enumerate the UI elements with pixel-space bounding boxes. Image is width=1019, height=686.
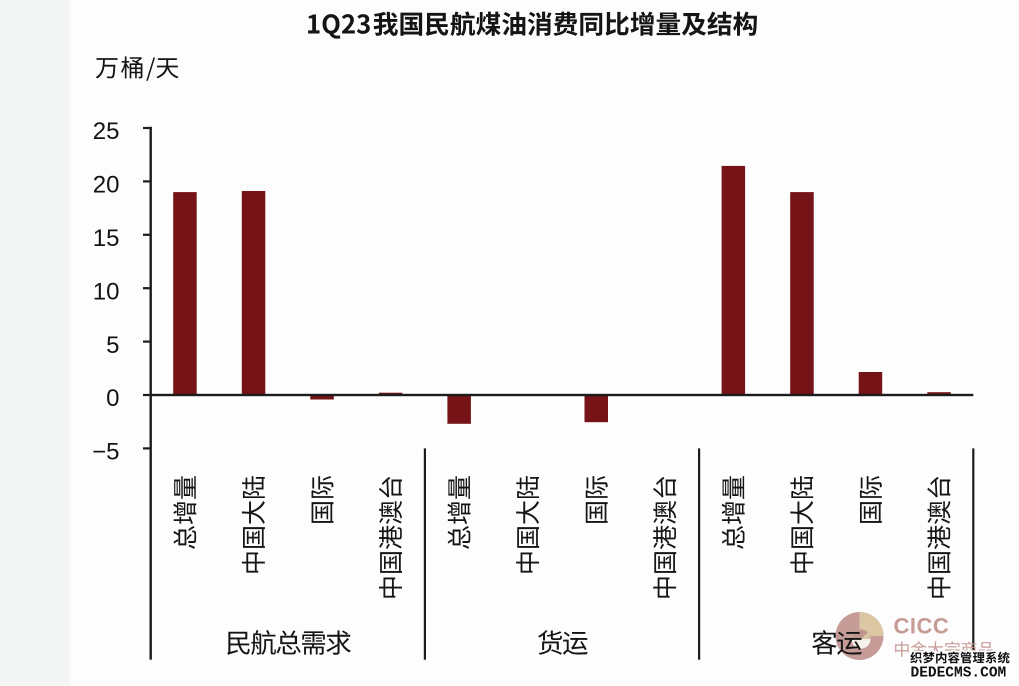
- svg-text:DEDECMS.COM: DEDECMS.COM: [911, 666, 1007, 682]
- svg-text:25: 25: [93, 118, 120, 145]
- svg-text:20: 20: [93, 172, 120, 199]
- svg-text:5: 5: [106, 332, 119, 359]
- svg-text:0: 0: [106, 385, 119, 412]
- svg-text:−5: −5: [92, 439, 119, 466]
- svg-text:10: 10: [93, 278, 120, 305]
- svg-text:CICC: CICC: [894, 614, 950, 639]
- svg-text:15: 15: [93, 225, 120, 252]
